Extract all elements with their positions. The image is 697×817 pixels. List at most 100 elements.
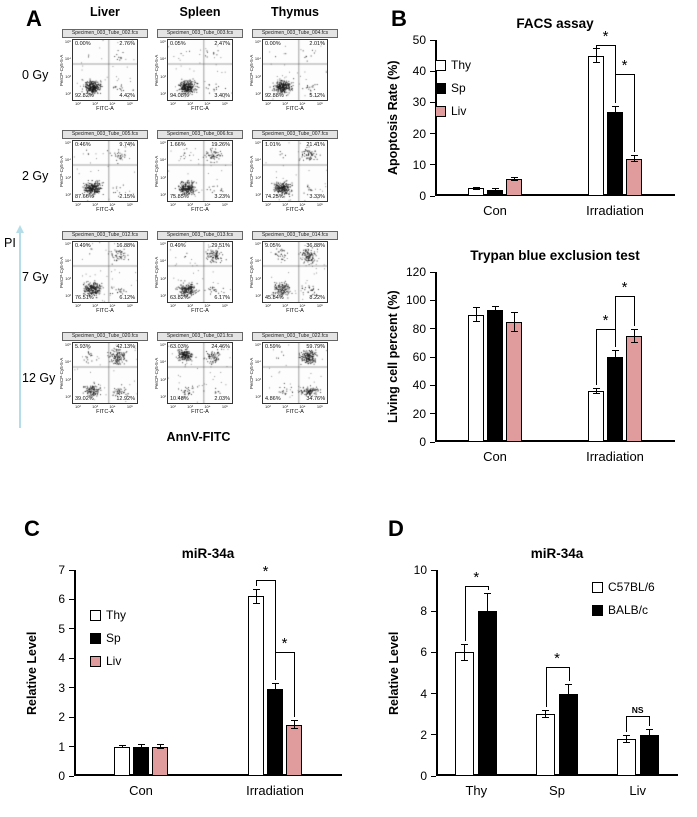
chart-title: Trypan blue exclusion test — [470, 248, 640, 263]
y-tick: 10² — [255, 292, 261, 298]
y-tick-mark — [430, 441, 435, 443]
x-tick: 10⁴ — [204, 202, 211, 207]
x-tick: 10² — [265, 404, 271, 409]
y-tick-mark — [69, 775, 74, 777]
error-cap-top — [565, 684, 572, 686]
quadrant-upper-left-pct: 1.66% — [170, 142, 186, 148]
y-tick: 10³ — [255, 275, 261, 281]
x-tick: 10⁵ — [221, 202, 228, 207]
error-cap-bottom — [542, 717, 549, 719]
scatter-plot-area: 63.03% 24.46% 10.48% 2.03% — [167, 342, 233, 404]
sig-bracket-leg — [649, 716, 651, 726]
quadrant-lower-right-pct: 4.42% — [119, 93, 135, 99]
fcs-filename: Specimen_003_Tube_004.fcs — [252, 29, 338, 38]
x-tick: 10³ — [187, 404, 193, 409]
y-tick-mark — [430, 384, 435, 386]
x-tick: 10⁴ — [299, 303, 306, 308]
error-cap-bottom — [565, 701, 572, 703]
sig-label: * — [602, 311, 609, 329]
y-tick-mark — [430, 133, 435, 135]
sig-label: * — [621, 279, 628, 297]
x-tick: 10³ — [92, 303, 98, 308]
pi-axis-arrow — [16, 225, 24, 428]
y-tick: 10³ — [255, 376, 261, 382]
error-cap-top — [252, 589, 260, 591]
error-bar — [494, 306, 496, 315]
error-cap-bottom — [622, 742, 630, 744]
panel-d-label: D — [388, 516, 404, 541]
error-cap-top — [630, 328, 638, 330]
sig-bracket — [615, 296, 634, 298]
y-axis-ticks: 10⁵ 10⁴ 10³ 10² — [65, 242, 71, 298]
x-axis-ticks: 10² 10³ 10⁴ 10⁵ — [72, 303, 136, 308]
sig-bracket-leg — [568, 666, 570, 682]
scatter-dots-canvas — [73, 40, 137, 100]
panel-c-label: C — [24, 516, 40, 541]
error-cap-top — [611, 349, 619, 351]
quadrant-lower-left-pct: 75.85% — [170, 194, 189, 200]
fcs-filename: Specimen_003_Tube_021.fcs — [157, 332, 243, 341]
error-cap-bottom — [252, 602, 260, 604]
y-tick-mark — [430, 271, 435, 273]
quadrant-lower-left-pct: 92.82% — [75, 93, 94, 99]
scatter-plot-area: 1.66% 19.26% 75.85% 3.23% — [167, 140, 233, 202]
y-tick: 10² — [160, 393, 166, 399]
bar-liv-con — [152, 746, 168, 776]
y-tick-label: 4 — [420, 686, 427, 701]
quadrant-upper-right-pct: 59.79% — [306, 344, 325, 350]
x-tick: 10³ — [187, 101, 193, 106]
sig-bracket-leg — [275, 580, 276, 681]
scatter-plot-area: 0.46% 9.74% 87.66% 2.15% — [72, 140, 138, 202]
y-tick: 10⁵ — [64, 140, 71, 145]
x-tick: 10³ — [187, 202, 193, 207]
x-axis-label: FITC-A — [286, 106, 304, 112]
quadrant-upper-left-pct: 5.93% — [75, 344, 91, 350]
y-tick-mark — [69, 628, 74, 630]
x-axis-label: FITC-A — [286, 207, 304, 213]
y-tick: 10² — [160, 191, 166, 197]
legend-label: Thy — [106, 608, 127, 622]
y-axis-area: PerCP-Cy5-5-A 10⁵ 10⁴ 10³ 10² — [59, 39, 72, 101]
quadrant-upper-left-pct: 0.46% — [75, 142, 91, 148]
x-axis-ticks: 10² 10³ 10⁴ 10⁵ — [167, 202, 231, 207]
sig-bracket — [615, 74, 634, 76]
sig-label: * — [262, 563, 269, 581]
x-tick: 10² — [75, 202, 81, 207]
error-bar — [614, 349, 616, 365]
y-tick-mark — [430, 299, 435, 301]
quadrant-lower-left-pct: 45.84% — [265, 295, 284, 301]
y-tick-mark — [69, 569, 74, 571]
flow-cytometry-plot: Specimen_003_Tube_014.fcs PerCP-Cy5-5-A … — [249, 231, 341, 314]
error-cap-bottom — [592, 392, 600, 394]
y-tick: 10³ — [65, 73, 71, 79]
sig-bracket — [545, 666, 569, 668]
x-tick: 10⁵ — [221, 404, 228, 409]
error-cap-bottom — [472, 320, 480, 322]
scatter-dots-canvas — [263, 242, 327, 302]
quadrant-lower-right-pct: 8.22% — [309, 295, 325, 301]
bar-thy-con — [114, 746, 130, 776]
y-axis-area: PerCP-Cy5-5-A 10⁵ 10⁴ 10³ 10² — [154, 241, 167, 303]
legend-item-sp: Sp — [90, 631, 126, 645]
error-bar — [595, 47, 597, 64]
y-axis-ticks: 10⁵ 10⁴ 10³ 10² — [65, 141, 71, 197]
error-cap-top — [630, 154, 638, 156]
x-tick: 10⁵ — [221, 303, 228, 308]
facs-assay-chart: FACS assay Apoptosis Rate (%) 0 10 20 30 40 50 C… — [385, 14, 687, 228]
y-tick: 10⁴ — [254, 56, 261, 62]
y-tick-label: 0 — [419, 189, 426, 203]
legend-label: Liv — [106, 654, 122, 668]
quadrant-lower-left-pct: 87.66% — [75, 194, 94, 200]
y-tick-mark — [430, 195, 435, 197]
category-label-sp: Sp — [549, 783, 565, 798]
y-tick-label: 20 — [412, 406, 426, 421]
legend-label: Thy — [451, 58, 472, 72]
y-axis-ticks: 10⁵ 10⁴ 10³ 10² — [255, 40, 261, 96]
y-tick-label: 3 — [58, 680, 65, 695]
y-tick: 10⁵ — [64, 39, 71, 44]
quadrant-upper-right-pct: 42.13% — [116, 344, 135, 350]
y-tick-mark — [431, 651, 436, 653]
column-header-thymus: Thymus — [271, 5, 319, 19]
error-cap-top — [290, 720, 298, 722]
x-tick: 10² — [265, 303, 271, 308]
